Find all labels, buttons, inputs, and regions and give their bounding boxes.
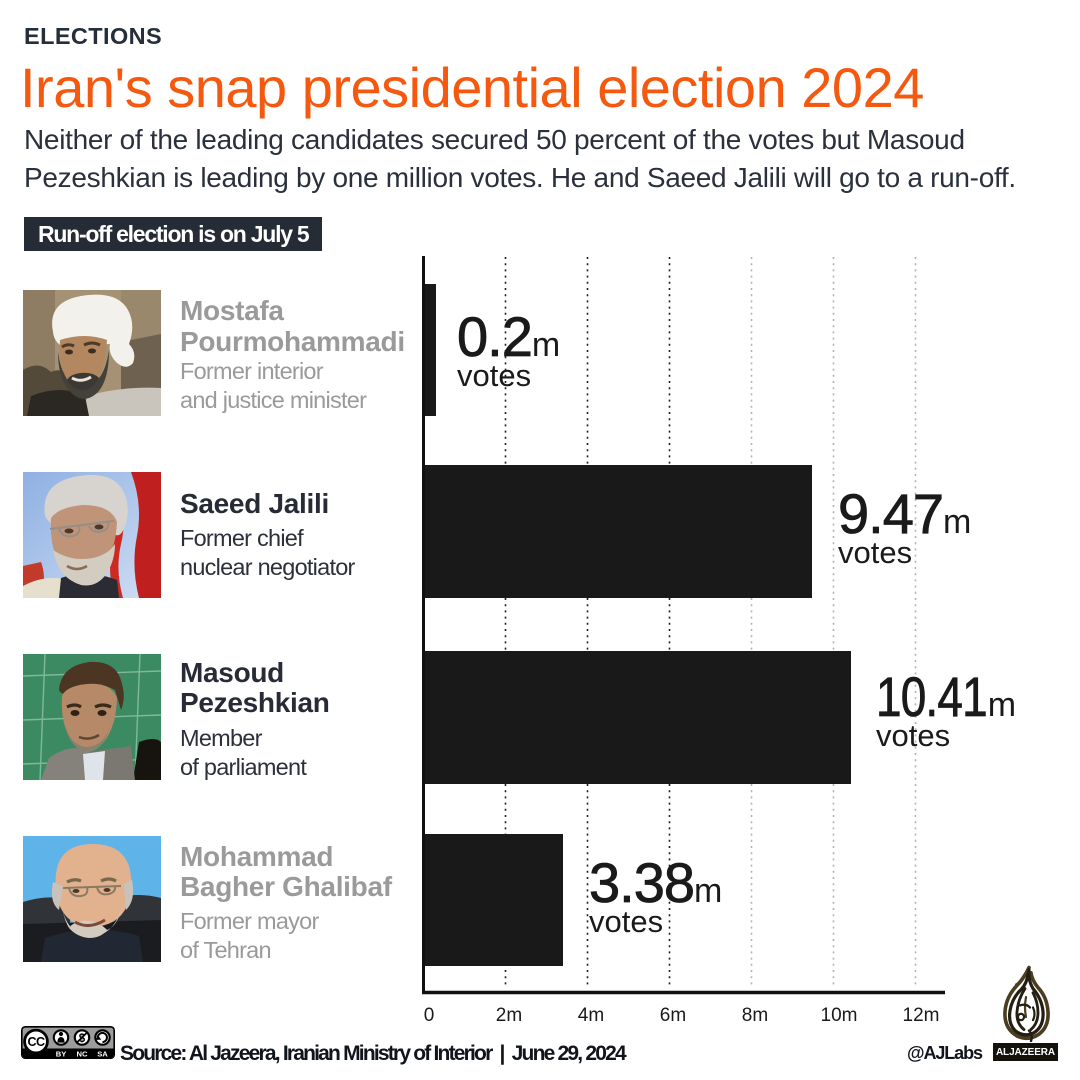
svg-text:$: $ bbox=[79, 1033, 86, 1045]
svg-text:CC: CC bbox=[27, 1035, 45, 1049]
svg-text:BY: BY bbox=[56, 1049, 67, 1058]
svg-text:SA: SA bbox=[97, 1049, 108, 1058]
svg-text:NC: NC bbox=[77, 1049, 88, 1058]
